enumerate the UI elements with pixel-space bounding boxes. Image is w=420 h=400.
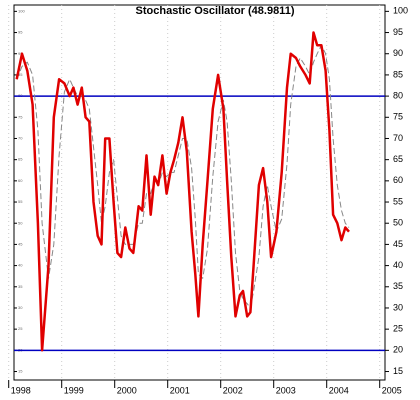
- y-tick-label-left: 70: [18, 136, 23, 141]
- y-tick-label-left: 45: [18, 241, 23, 246]
- y-tick-label: 40: [393, 260, 403, 270]
- y-tick-label: 75: [393, 112, 403, 122]
- y-tick-label: 20: [393, 345, 403, 355]
- y-tick-label: 55: [393, 196, 403, 206]
- y-tick-label-left: 60: [18, 178, 23, 183]
- y-tick-label-left: 35: [18, 284, 23, 289]
- series-line: [16, 44, 350, 309]
- x-tick-label: 2004: [329, 385, 349, 395]
- y-tick-label: 100: [393, 6, 408, 16]
- y-tick-label: 15: [393, 366, 403, 376]
- plot-frame: [13, 4, 386, 381]
- y-tick-label: 60: [393, 175, 403, 185]
- y-tick-label-left: 100: [18, 8, 25, 13]
- y-tick-label-left: 85: [18, 72, 23, 77]
- y-tick-label: 45: [393, 239, 403, 249]
- y-tick-label-left: 25: [18, 326, 23, 331]
- x-tick-label: 1998: [11, 385, 31, 395]
- y-tick-label: 95: [393, 27, 403, 37]
- y-tick-label: 80: [393, 90, 403, 100]
- y-tick-label: 35: [393, 281, 403, 291]
- x-tick-label: 2000: [117, 385, 137, 395]
- x-tick-label: 1999: [64, 385, 84, 395]
- chart-title: Stochastic Oscillator (48.9811): [136, 5, 295, 17]
- y-tick-label: 85: [393, 69, 403, 79]
- x-tick-label: 2002: [223, 385, 243, 395]
- y-tick-label: 70: [393, 133, 403, 143]
- y-tick-label-left: 30: [18, 305, 23, 310]
- y-tick-label-left: 65: [18, 157, 23, 162]
- y-tick-label-left: 90: [18, 51, 23, 56]
- y-tick-label: 90: [393, 48, 403, 58]
- y-tick-label-left: 75: [18, 114, 23, 119]
- y-tick-label-left: 40: [18, 263, 23, 268]
- x-tick-label: 2005: [382, 385, 402, 395]
- x-tick-label: 2003: [276, 385, 296, 395]
- series-line: [15, 31, 350, 352]
- y-tick-label: 50: [393, 218, 403, 228]
- x-tick-label: 2001: [170, 385, 190, 395]
- y-tick-label: 25: [393, 324, 403, 334]
- y-tick-label-left: 95: [18, 30, 23, 35]
- y-tick-label: 65: [393, 154, 403, 164]
- y-tick-label-left: 55: [18, 199, 23, 204]
- y-tick-label-left: 15: [18, 369, 23, 374]
- y-tick-label: 30: [393, 302, 403, 312]
- y-tick-label-left: 50: [18, 220, 23, 225]
